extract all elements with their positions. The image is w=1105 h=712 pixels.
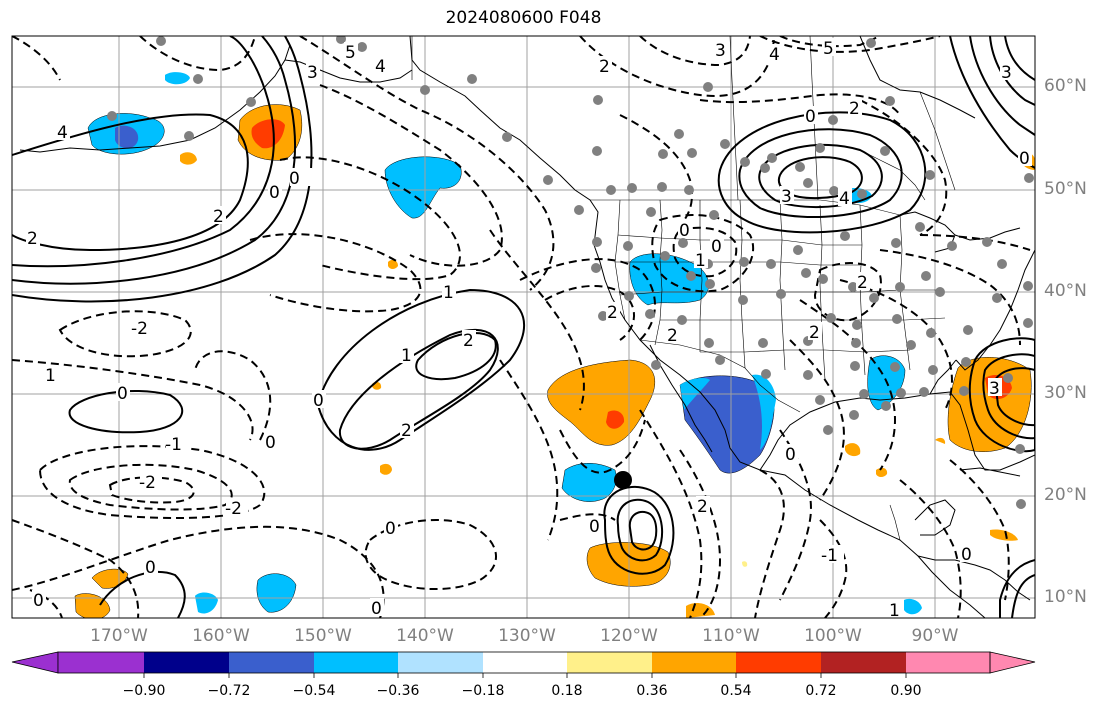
colorbar-tick-label: −0.72: [207, 683, 251, 699]
svg-text:0: 0: [33, 591, 44, 611]
colorbar-bin: [398, 652, 483, 673]
colorbar-bin: [483, 652, 567, 673]
colorbar-tick-label: −0.54: [292, 683, 336, 699]
colorbar-tick-label: 0.72: [805, 683, 837, 699]
svg-text:2: 2: [849, 99, 860, 119]
svg-text:4: 4: [375, 57, 386, 77]
svg-text:-1: -1: [165, 435, 182, 455]
colorbar-extend-high: [989, 651, 1036, 674]
svg-text:-2: -2: [131, 319, 148, 339]
svg-text:2: 2: [607, 303, 618, 323]
svg-text:1: 1: [401, 346, 412, 366]
svg-text:0: 0: [117, 384, 128, 404]
svg-text:1: 1: [45, 366, 56, 386]
colorbar-extend-low: [11, 651, 59, 674]
svg-text:3: 3: [989, 379, 1000, 399]
lon-label: 160°W: [192, 626, 250, 646]
svg-text:2: 2: [27, 229, 38, 249]
svg-text:1: 1: [695, 251, 706, 271]
lon-label: 100°W: [804, 626, 862, 646]
contour-labels: 4 0 1 0 1 2 2 -2 -2 -1 -2 0 0 0 0 0 0 2 …: [26, 38, 1032, 621]
svg-text:0: 0: [145, 558, 156, 578]
svg-text:3: 3: [307, 63, 318, 83]
svg-text:-2: -2: [139, 473, 156, 493]
lat-label: 30°N: [1044, 383, 1087, 403]
svg-text:3: 3: [781, 187, 792, 207]
svg-text:0: 0: [679, 221, 690, 241]
svg-text:0: 0: [265, 433, 276, 453]
svg-text:0: 0: [785, 445, 796, 465]
svg-text:4: 4: [57, 123, 68, 143]
svg-text:0: 0: [371, 599, 382, 619]
colorbar-bin: [58, 652, 144, 673]
colorbar-bin: [567, 652, 652, 673]
svg-text:-2: -2: [225, 499, 242, 519]
svg-text:0: 0: [589, 517, 600, 537]
svg-text:4: 4: [839, 189, 850, 209]
colorbar-tick-label: 0.54: [720, 683, 752, 699]
lat-label: 40°N: [1044, 281, 1087, 301]
colorbar-tick-label: 0.36: [636, 683, 668, 699]
lon-label: 170°W: [90, 626, 148, 646]
colorbar-bin: [821, 652, 906, 673]
svg-text:4: 4: [769, 45, 780, 65]
svg-text:0: 0: [711, 237, 722, 257]
svg-text:0: 0: [385, 519, 396, 539]
lon-label: 140°W: [396, 626, 454, 646]
svg-text:-1: -1: [821, 546, 838, 566]
colorbar-tick-label: −0.18: [461, 683, 505, 699]
colorbar-bin: [229, 652, 314, 673]
station-markers: [107, 36, 1034, 509]
colorbar-tick-label: −0.90: [122, 683, 166, 699]
svg-text:2: 2: [213, 207, 224, 227]
colorbar-bin: [314, 652, 398, 673]
lon-label: 110°W: [702, 626, 760, 646]
svg-text:0: 0: [1019, 149, 1030, 169]
svg-text:2: 2: [857, 273, 868, 293]
colorbar-bin: [906, 652, 990, 673]
svg-text:2: 2: [667, 326, 678, 346]
lat-label: 60°N: [1044, 76, 1087, 96]
contour-lines-dashed: [12, 36, 1031, 618]
svg-text:2: 2: [463, 331, 474, 351]
svg-text:3: 3: [1001, 63, 1012, 83]
contour-lines: [12, 36, 1035, 618]
lat-label: 20°N: [1044, 485, 1087, 505]
colorbar-tick-label: −0.36: [376, 683, 420, 699]
svg-text:0: 0: [269, 183, 280, 203]
lon-label: 90°W: [911, 626, 959, 646]
svg-text:2: 2: [401, 421, 412, 441]
svg-text:0: 0: [961, 545, 972, 565]
map-border: [11, 35, 1036, 619]
lon-label: 120°W: [600, 626, 658, 646]
svg-text:3: 3: [715, 41, 726, 61]
svg-text:2: 2: [697, 497, 708, 517]
svg-text:2: 2: [599, 57, 610, 77]
lon-label: 150°W: [294, 626, 352, 646]
colorbar-bin: [144, 652, 229, 673]
lat-label: 10°N: [1044, 587, 1087, 607]
colorbar-bin: [736, 652, 821, 673]
svg-text:1: 1: [889, 601, 900, 621]
storm-position-marker: [614, 471, 632, 489]
svg-text:5: 5: [823, 39, 834, 59]
svg-text:5: 5: [345, 43, 356, 63]
colorbar: [11, 651, 1036, 678]
lon-label: 130°W: [498, 626, 556, 646]
svg-text:0: 0: [805, 107, 816, 127]
lat-label: 50°N: [1044, 179, 1087, 199]
map-title: 2024080600 F048: [445, 8, 602, 28]
colorbar-tick-label: 0.18: [551, 683, 583, 699]
svg-text:1: 1: [443, 283, 454, 303]
svg-text:2: 2: [809, 323, 820, 343]
colorbar-bin: [652, 652, 736, 673]
colorbar-tick-label: 0.90: [890, 683, 922, 699]
svg-text:0: 0: [289, 169, 300, 189]
svg-text:0: 0: [313, 391, 324, 411]
